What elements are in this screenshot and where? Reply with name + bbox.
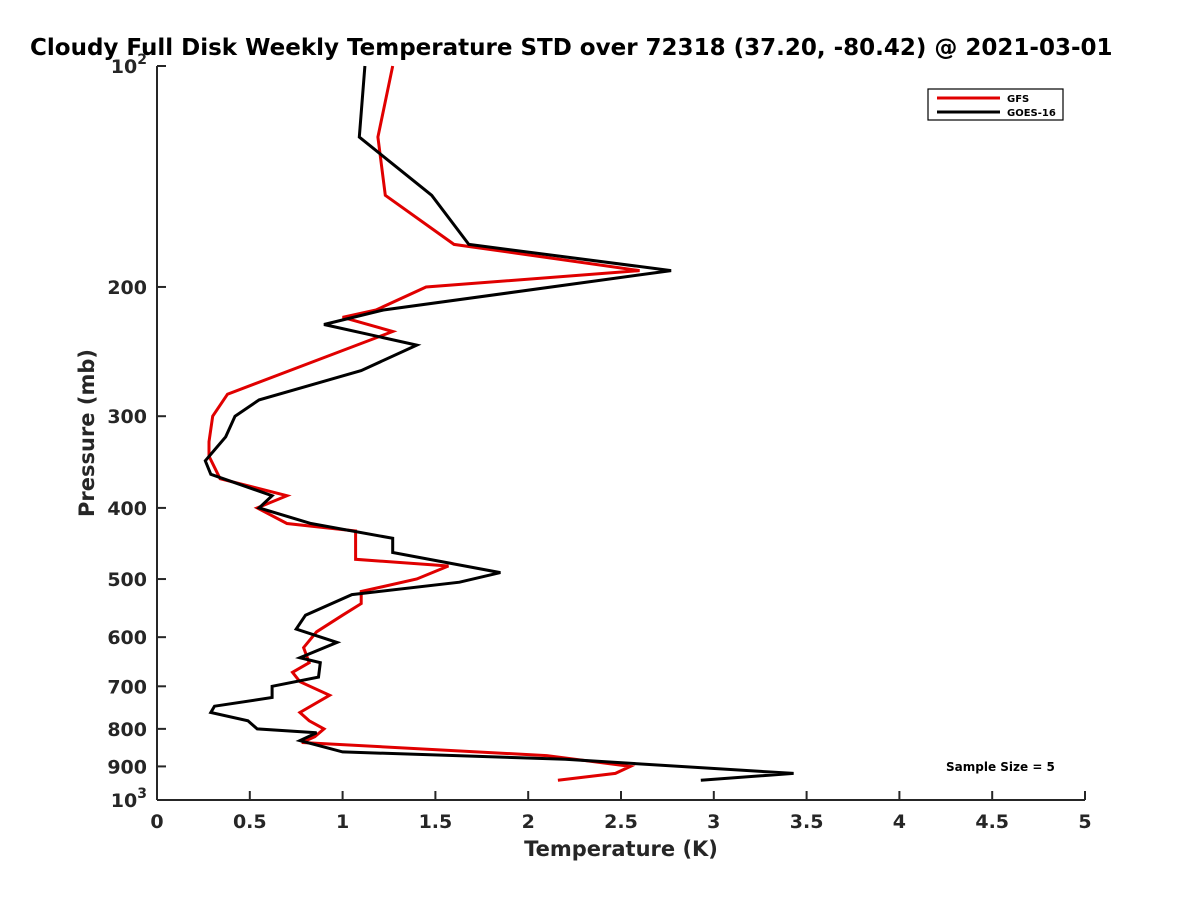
plot-lines [203, 65, 794, 782]
y-tick-label: 300 [107, 406, 147, 428]
series-line-goes-16 [203, 65, 794, 782]
y-tick-label: 103 [111, 786, 147, 812]
x-tick-label: 1.5 [419, 811, 453, 833]
y-tick-label: 700 [107, 676, 147, 698]
y-tick-label: 400 [107, 498, 147, 520]
x-tick-label: 4 [893, 811, 906, 833]
x-tick-label: 3.5 [790, 811, 824, 833]
axes: 0 0.5 1 1.5 2 2.5 3 3.5 4 4.5 5 102 200 300 400 500 600 7… [107, 52, 1091, 833]
x-tick-label: 5 [1078, 811, 1091, 833]
series-line-gfs [207, 65, 640, 782]
legend-label: GOES-16 [1007, 108, 1056, 119]
chart-title: Cloudy Full Disk Weekly Temperature STD … [30, 35, 1113, 61]
x-axis-label: Temperature (K) [524, 837, 718, 861]
y-tick-label: 102 [111, 52, 147, 78]
legend-box [927, 88, 1064, 121]
sample-size-annotation: Sample Size = 5 [946, 760, 1055, 774]
x-tick-label: 0 [150, 811, 163, 833]
x-tick-label: 1 [336, 811, 349, 833]
x-tick-label: 2.5 [604, 811, 638, 833]
y-tick-label: 200 [107, 277, 147, 299]
x-tick-label: 0.5 [233, 811, 267, 833]
x-tick-label: 2 [522, 811, 535, 833]
y-axis-label: Pressure (mb) [75, 349, 99, 517]
y-tick-label: 500 [107, 569, 147, 591]
legend: GFS GOES-16 [927, 88, 1064, 121]
legend-label: GFS [1007, 94, 1029, 105]
y-tick-label: 800 [107, 719, 147, 741]
y-tick-label: 900 [107, 756, 147, 778]
x-tick-label: 3 [707, 811, 720, 833]
x-tick-label: 4.5 [975, 811, 1009, 833]
y-tick-label: 600 [107, 627, 147, 649]
